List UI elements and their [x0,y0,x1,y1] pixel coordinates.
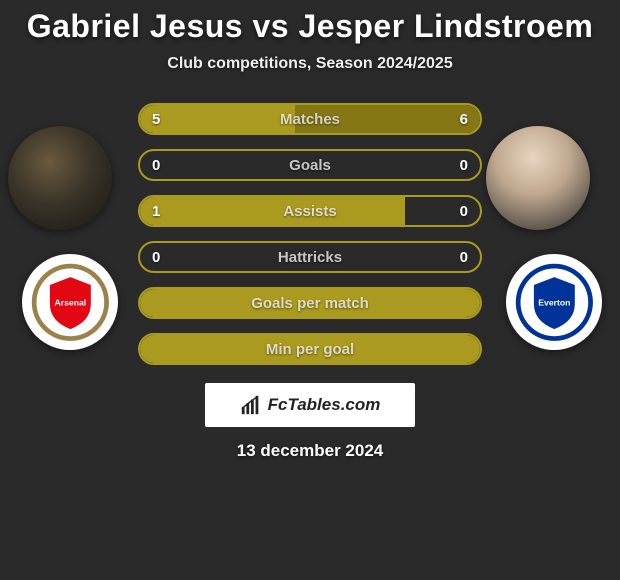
club-crest-icon: Everton [515,263,594,342]
brand-text: FcTables.com [268,395,381,415]
brand-logo-icon [240,394,262,416]
player-avatar-left [8,126,112,230]
stat-row: Goals per match [138,287,482,319]
subtitle: Club competitions, Season 2024/2025 [0,55,620,73]
bar-value-right: 0 [460,195,468,227]
club-crest-icon: Arsenal [31,263,110,342]
club-badge-label: Arsenal [54,297,86,307]
avatar-image-placeholder [8,126,112,230]
date-label: 13 december 2024 [0,441,620,461]
player-avatar-right [486,126,590,230]
page-title: Gabriel Jesus vs Jesper Lindstroem [0,8,620,45]
club-badge-left: Arsenal [22,254,118,350]
club-badge-label: Everton [538,297,570,307]
bar-value-left: 0 [152,149,160,181]
bar-value-right: 6 [460,103,468,135]
bar-fill-full [140,335,480,363]
club-badge-right: Everton [506,254,602,350]
bar-fill-left [140,105,295,133]
bar-value-right: 0 [460,241,468,273]
bar-track [138,287,482,319]
bar-track [138,195,482,227]
bar-fill-full [140,289,480,317]
bar-track [138,333,482,365]
bar-value-left: 0 [152,241,160,273]
bar-value-left: 5 [152,103,160,135]
stat-row: Assists10 [138,195,482,227]
stat-row: Matches56 [138,103,482,135]
bar-track [138,149,482,181]
bar-value-left: 1 [152,195,160,227]
avatar-image-placeholder [486,126,590,230]
infographic-container: Gabriel Jesus vs Jesper Lindstroem Club … [0,0,620,461]
bar-fill-left [140,197,405,225]
bar-value-right: 0 [460,149,468,181]
bar-track [138,241,482,273]
stat-row: Hattricks00 [138,241,482,273]
brand-box: FcTables.com [205,383,415,427]
bar-fill-right [295,105,480,133]
stat-bars: Matches56Goals00Assists10Hattricks00Goal… [138,103,482,365]
stat-row: Goals00 [138,149,482,181]
stat-row: Min per goal [138,333,482,365]
bar-track [138,103,482,135]
